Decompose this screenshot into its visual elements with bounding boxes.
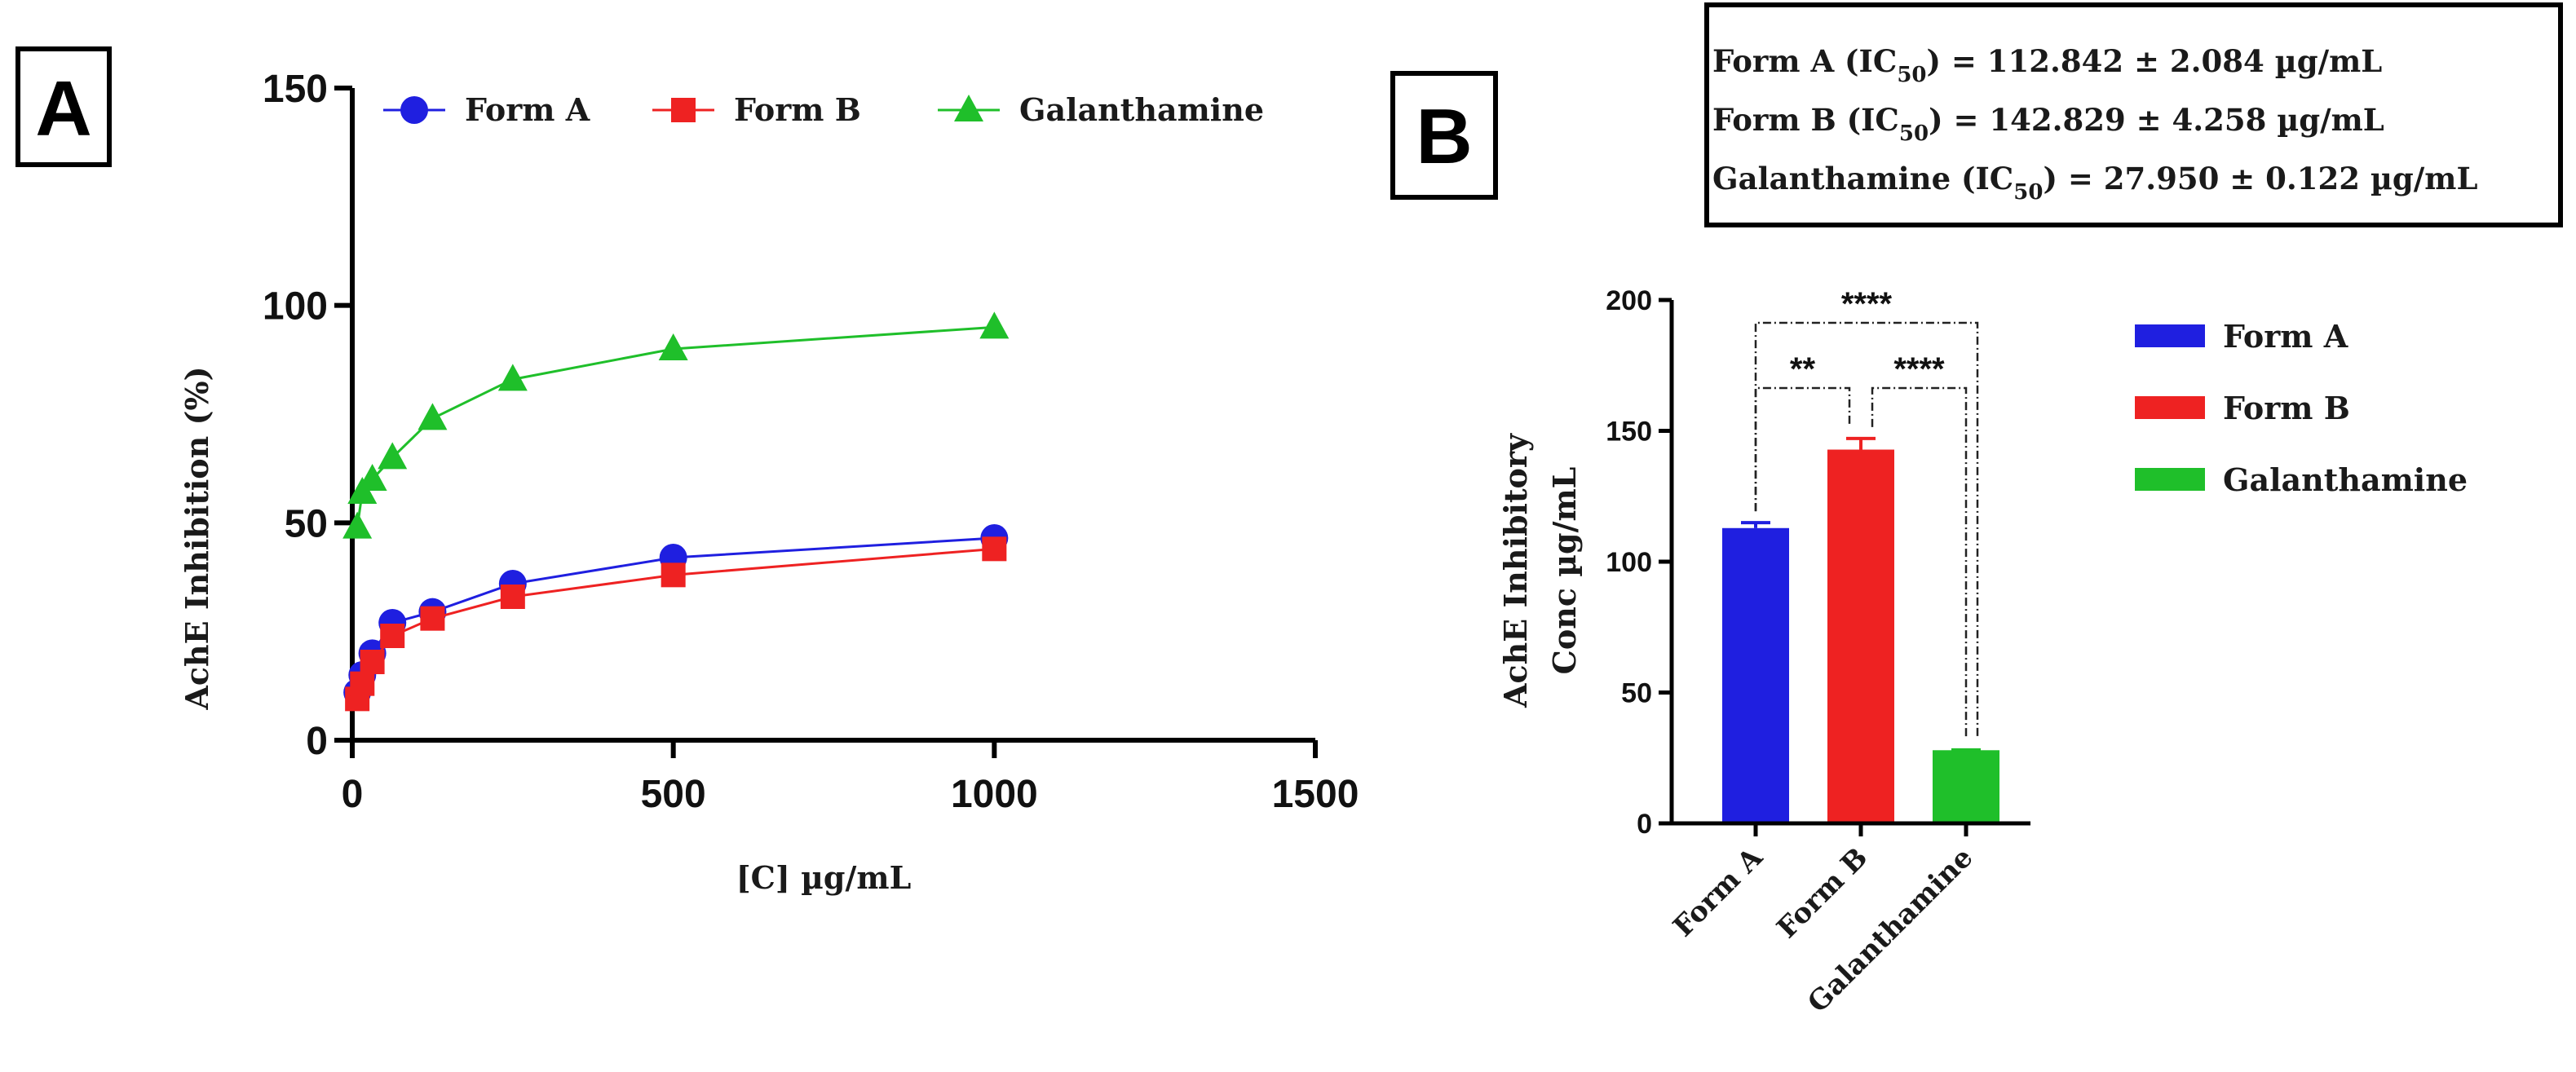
- chart-a-point-form-b: [661, 562, 686, 588]
- chart-a-legend-label-form-b: Form B: [734, 91, 861, 128]
- chart-a-axes: 0 500 1000 1500 0 50 100 150: [263, 68, 1359, 816]
- chart-b-y-tick-label: 200: [1606, 285, 1652, 316]
- chart-a-y-tick-label: 100: [263, 285, 328, 329]
- chart-a-legend-marker-form-a: [400, 96, 428, 124]
- ic50-box-frame: [1704, 2, 2563, 227]
- chart-b-legend-swatch-form-a: [2135, 324, 2205, 347]
- ic50-suffix: ) = 142.829 ± 4.258 µg/mL: [1929, 102, 2384, 138]
- ic50-prefix: Galanthamine (IC: [1712, 161, 2013, 196]
- chart-b-y-tick-label: 0: [1637, 809, 1652, 840]
- chart-b-bars: [1722, 436, 1999, 823]
- chart-b-legend-label-form-b: Form B: [2223, 390, 2350, 426]
- chart-a-y-tick-label: 50: [285, 502, 328, 545]
- chart-b-y-axis-title-line-2: Conc µg/mL: [1546, 467, 1583, 675]
- chart-b-legend-swatch-form-b: [2135, 396, 2205, 419]
- chart-a-y-tick-label: 150: [263, 68, 328, 111]
- chart-a-legend-label-galanthamine: Galanthamine: [1019, 91, 1264, 128]
- ic50-subscript: 50: [1897, 63, 1926, 87]
- chart-b-y-tick-label: 50: [1621, 678, 1652, 709]
- chart-a-legend-marker-form-b: [671, 98, 696, 122]
- chart-a-point-form-b: [420, 606, 445, 631]
- chart-a-x-tick-label: 1000: [951, 773, 1038, 816]
- chart-b-x-tick-label-form-b: Form B: [1770, 841, 1874, 945]
- chart-b-bar-galanthamine: [1933, 750, 1999, 823]
- ic50-subscript: 50: [1899, 121, 1929, 146]
- chart-a: 0 500 1000 1500 0 50 100 150 Form A Form B Galant…: [179, 68, 1359, 896]
- chart-b-bar-form-a: [1722, 527, 1789, 823]
- chart-a-series: [342, 311, 1010, 712]
- chart-a-point-galanthamine: [357, 464, 387, 491]
- ic50-prefix: Form A (IC: [1712, 43, 1897, 79]
- chart-a-point-form-b: [350, 671, 375, 696]
- ic50-line-galanthamine: Galanthamine (IC50) = 27.950 ± 0.122 µg/…: [1712, 161, 2477, 205]
- chart-a-point-galanthamine: [418, 403, 448, 430]
- chart-a-point-form-b: [380, 624, 405, 648]
- chart-a-legend: Form A Form B Galanthamine: [383, 91, 1264, 128]
- chart-b-legend-label-form-a: Form A: [2223, 318, 2348, 355]
- ic50-subscript: 50: [2013, 180, 2043, 205]
- chart-a-x-tick-label: 0: [342, 773, 364, 816]
- chart-b-significance-bracket: [1754, 321, 1979, 739]
- chart-b-legend-label-galanthamine: Galanthamine: [2223, 461, 2468, 498]
- chart-a-legend-marker-galanthamine: [954, 95, 983, 121]
- chart-a-y-tick-label: 0: [306, 720, 328, 763]
- chart-b-significance-label: **: [1790, 351, 1816, 387]
- chart-b-significance-label: ****: [1893, 351, 1945, 387]
- ic50-suffix: ) = 27.950 ± 0.122 µg/mL: [2043, 161, 2477, 196]
- chart-a-point-galanthamine: [342, 511, 373, 539]
- chart-a-point-galanthamine: [378, 442, 408, 470]
- chart-b-y-tick-label: 100: [1606, 547, 1652, 578]
- panel-b-label: B: [1390, 71, 1498, 200]
- chart-a-y-axis-title: AchE Inhibition (%): [179, 366, 215, 710]
- chart-b-significance-bracket: [1871, 386, 1968, 739]
- chart-a-x-tick-label: 500: [641, 773, 706, 816]
- chart-b-significance-label: ****: [1841, 286, 1893, 322]
- chart-b-x-tick-label-form-a: Form A: [1667, 841, 1770, 944]
- chart-a-point-galanthamine: [979, 311, 1010, 339]
- ic50-line-form-b: Form B (IC50) = 142.829 ± 4.258 µg/mL: [1712, 102, 2384, 146]
- ic50-prefix: Form B (IC: [1712, 102, 1899, 138]
- panel-a-letter: A: [35, 65, 91, 152]
- chart-a-x-tick-label: 1500: [1272, 773, 1359, 816]
- panel-a-label: A: [15, 46, 112, 167]
- chart-a-point-galanthamine: [497, 364, 528, 391]
- chart-b-bar-form-b: [1827, 449, 1894, 823]
- ic50-line-form-a: Form A (IC50) = 112.842 ± 2.084 µg/mL: [1712, 43, 2382, 87]
- panel-a-label-box: [15, 46, 112, 167]
- panel-b-label-box: [1390, 71, 1498, 200]
- chart-a-legend-label-form-a: Form A: [465, 91, 590, 128]
- chart-a-point-form-b: [360, 650, 385, 674]
- chart-b-y-tick-label: 150: [1606, 417, 1652, 448]
- chart-a-point-form-b: [982, 536, 1007, 562]
- chart-a-point-form-b: [500, 585, 525, 609]
- chart-b-y-axis-title-line-1: AchE Inhibitory: [1497, 433, 1534, 708]
- ic50-box: Form A (IC50) = 112.842 ± 2.084 µg/mL Fo…: [1704, 2, 2563, 227]
- chart-b-legend: Form A Form B Galanthamine: [2135, 318, 2468, 498]
- panel-b-letter: B: [1416, 93, 1472, 180]
- chart-a-point-galanthamine: [658, 333, 688, 360]
- ic50-suffix: ) = 112.842 ± 2.084 µg/mL: [1927, 43, 2383, 79]
- chart-b-significance: ** ********: [1754, 286, 1979, 739]
- chart-a-x-axis-title: [C] µg/mL: [736, 859, 912, 896]
- chart-b-legend-swatch-galanthamine: [2135, 468, 2205, 491]
